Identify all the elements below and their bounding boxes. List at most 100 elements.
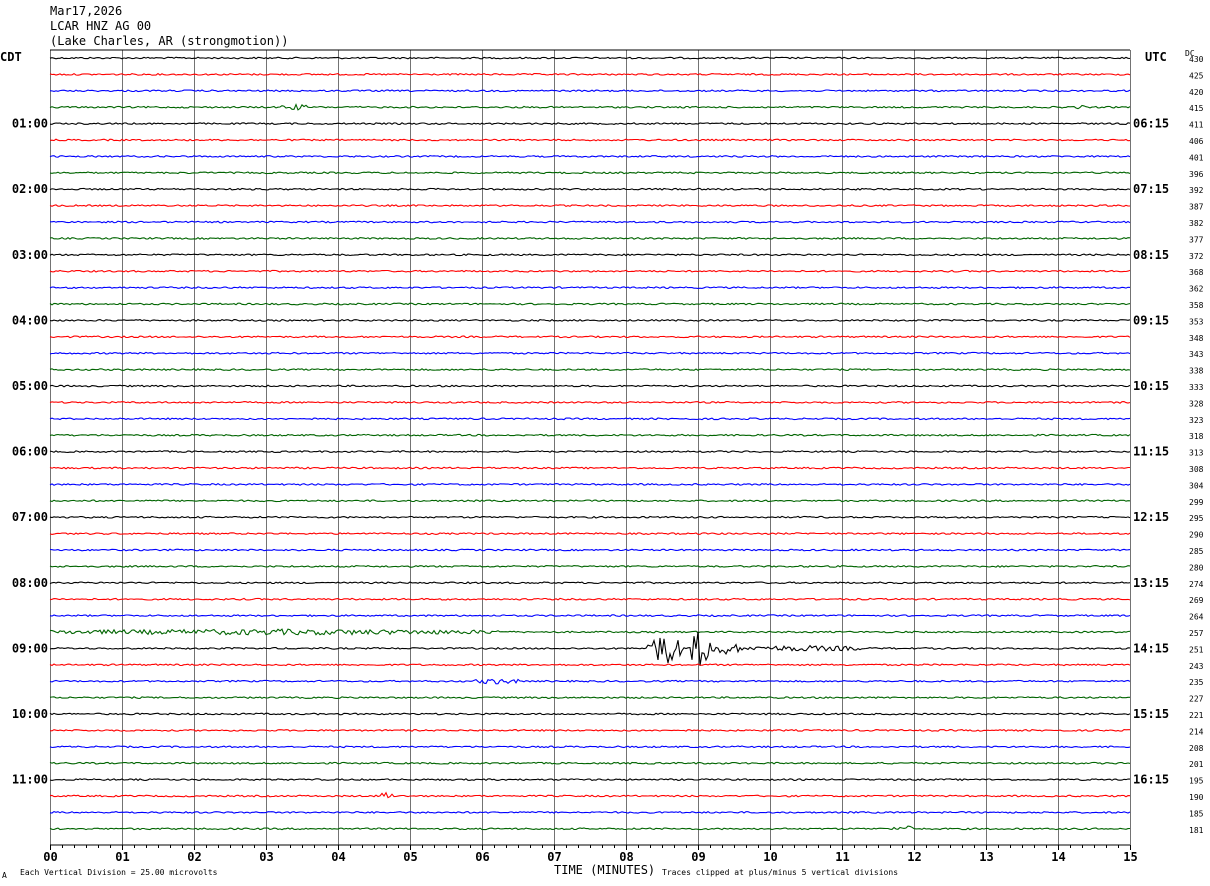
seismogram-trace (49, 417, 1131, 421)
right-hour-label: 07:15 (1133, 182, 1169, 196)
seismogram-trace (49, 778, 1131, 782)
seismogram-trace (49, 103, 1131, 111)
seismogram-trace (49, 171, 1131, 175)
dc-value: 411 (1189, 121, 1204, 130)
dc-value: 353 (1189, 317, 1204, 326)
seismogram-trace (49, 400, 1131, 404)
dc-column-label: DC (1185, 49, 1195, 58)
dc-value: 362 (1189, 285, 1204, 294)
dc-value: 299 (1189, 498, 1204, 507)
seismogram-trace (49, 628, 1131, 636)
left-hour-label: 05:00 (12, 379, 48, 393)
dc-value: 425 (1189, 71, 1204, 80)
x-tick-label: 09 (691, 850, 705, 864)
seismogram-trace (49, 678, 1131, 685)
dc-value: 190 (1189, 793, 1204, 802)
seismogram-trace (49, 302, 1131, 306)
seismogram-trace (49, 433, 1131, 437)
seismogram-trace (50, 220, 1131, 224)
dc-value: 251 (1189, 645, 1204, 654)
x-tick-label: 01 (115, 850, 129, 864)
dc-value: 243 (1189, 662, 1204, 671)
dc-value: 377 (1189, 235, 1204, 244)
seismogram-trace (49, 204, 1130, 208)
seismogram-trace (49, 810, 1131, 814)
right-hour-label: 08:15 (1133, 248, 1169, 262)
chart-labels: 00 01 02 03 04 05 06 07 08 09 10 11 12 13 14 15 430 425 42… (0, 49, 1204, 880)
x-tick-label: 11 (835, 850, 849, 864)
header-date: Mar17,2026 (50, 4, 123, 18)
dc-value: 313 (1189, 449, 1204, 458)
seismogram-trace (49, 384, 1131, 388)
seismogram-trace (49, 368, 1131, 372)
left-timezone-label: CDT (0, 50, 22, 64)
dc-value: 430 (1189, 55, 1204, 64)
x-tick-label: 00 (43, 850, 57, 864)
dc-value: 338 (1189, 367, 1204, 376)
dc-value: 221 (1189, 711, 1204, 720)
seismogram-trace (49, 56, 1131, 60)
seismogram-trace (49, 335, 1131, 339)
seismogram-trace (49, 253, 1131, 257)
seismogram-trace (49, 631, 1131, 666)
scale-note: Each Vertical Division = 25.00 microvolt… (20, 868, 218, 877)
seismogram-trace (49, 351, 1131, 355)
seismogram-trace (49, 89, 1131, 93)
dc-value: 392 (1189, 186, 1204, 195)
seismogram-trace (49, 72, 1131, 76)
seismogram-trace (49, 696, 1130, 700)
dc-value: 308 (1189, 465, 1204, 474)
left-hour-label: 01:00 (12, 117, 48, 131)
right-hour-label: 13:15 (1133, 576, 1169, 590)
seismogram-trace (49, 712, 1131, 716)
x-tick-label: 10 (763, 850, 777, 864)
x-tick-label: 02 (187, 850, 201, 864)
seismogram-trace (49, 269, 1131, 273)
seismogram-trace (49, 236, 1131, 240)
left-hour-label: 10:00 (12, 707, 48, 721)
left-hour-label: 08:00 (12, 576, 48, 590)
dc-value: 333 (1189, 383, 1204, 392)
seismogram-trace (49, 564, 1131, 568)
dc-value: 304 (1189, 481, 1204, 490)
dc-value: 295 (1189, 514, 1204, 523)
x-tick-label: 06 (475, 850, 489, 864)
dc-value: 343 (1189, 350, 1204, 359)
x-tick-label: 12 (907, 850, 921, 864)
left-hour-label: 04:00 (12, 313, 48, 327)
seismogram-trace (49, 466, 1130, 470)
dc-value: 318 (1189, 432, 1204, 441)
dc-value: 372 (1189, 252, 1204, 261)
left-hour-label: 09:00 (12, 641, 48, 655)
dc-value: 280 (1189, 563, 1204, 572)
x-tick-label: 13 (979, 850, 993, 864)
dc-value: 290 (1189, 531, 1204, 540)
seismogram-traces (49, 56, 1131, 831)
right-hour-label: 06:15 (1133, 117, 1169, 131)
x-tick-label: 14 (1051, 850, 1065, 864)
seismogram-trace (49, 138, 1131, 142)
dc-value: 348 (1189, 334, 1204, 343)
dc-value: 285 (1189, 547, 1204, 556)
right-hour-label: 15:15 (1133, 707, 1169, 721)
seismogram-trace (49, 663, 1131, 667)
dc-value: 382 (1189, 219, 1204, 228)
right-hour-label: 16:15 (1133, 773, 1169, 787)
x-axis-title: TIME (MINUTES) (554, 863, 655, 877)
x-tick-label: 08 (619, 850, 633, 864)
dc-value: 406 (1189, 137, 1204, 146)
dc-value: 181 (1189, 826, 1204, 835)
dc-value: 323 (1189, 416, 1204, 425)
x-tick-label: 15 (1123, 850, 1137, 864)
left-hour-label: 03:00 (12, 248, 48, 262)
right-hour-label: 09:15 (1133, 313, 1169, 327)
dc-value: 201 (1189, 760, 1204, 769)
dc-value: 185 (1189, 809, 1204, 818)
dc-value: 235 (1189, 678, 1204, 687)
x-tick-label: 07 (547, 850, 561, 864)
header-location: (Lake Charles, AR (strongmotion)) (50, 34, 289, 48)
header-station: LCAR HNZ AG 00 (50, 19, 152, 33)
dc-value: 420 (1189, 88, 1204, 97)
seismogram-trace (49, 745, 1131, 749)
